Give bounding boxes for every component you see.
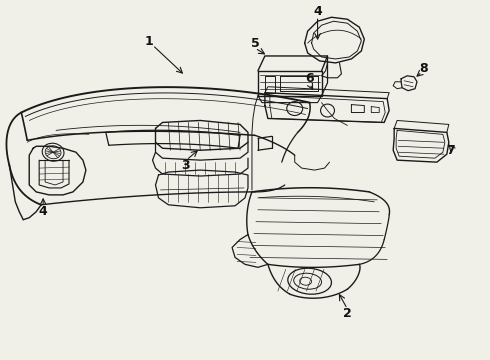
Text: 3: 3	[181, 159, 190, 172]
Text: 2: 2	[343, 307, 352, 320]
Text: 4: 4	[313, 5, 322, 18]
Text: 7: 7	[446, 144, 455, 157]
Text: 4: 4	[39, 205, 48, 218]
Text: 6: 6	[305, 72, 314, 85]
Text: 1: 1	[144, 35, 153, 48]
Text: 5: 5	[250, 37, 259, 50]
Text: 8: 8	[419, 62, 428, 75]
